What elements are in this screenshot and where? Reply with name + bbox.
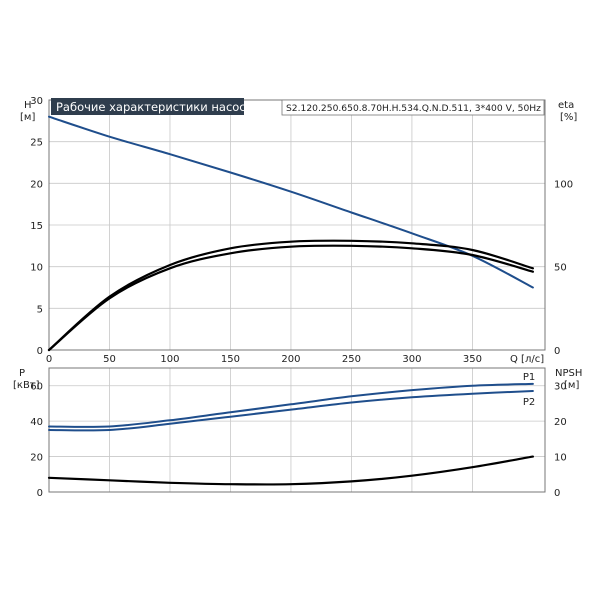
x-tick-label: 350 <box>463 354 482 365</box>
x-axis-label: Q [л/с] <box>510 354 544 365</box>
top-left-tick-label: 15 <box>30 221 43 232</box>
series-line-p1 <box>48 382 534 428</box>
series-line-p2 <box>48 390 534 432</box>
top-left-axis-label: H <box>24 100 32 111</box>
model-label-box <box>281 99 545 116</box>
bottom-left-tick-label: 0 <box>37 488 43 499</box>
bottom-panel: 0 20 40 60 0 10 20 30 P1 P2 P [кВт] NPSH [м] <box>13 367 582 499</box>
top-left-axis-unit: [м] <box>20 112 35 123</box>
x-tick-label: 200 <box>281 354 300 365</box>
series-label-p2: P2 <box>523 397 535 408</box>
top-right-tick-label: 50 <box>554 263 567 274</box>
top-panel: 0 5 10 15 20 25 30 0 50 100 0 50 100 150 200 250 300 35… <box>20 96 577 365</box>
series-line-0 <box>48 115 534 289</box>
top-series <box>47 115 534 352</box>
x-tick-label: 300 <box>402 354 421 365</box>
bottom-right-tick-label: 0 <box>554 488 560 499</box>
top-left-tick-label: 25 <box>30 138 43 149</box>
x-tick-label: 50 <box>103 354 116 365</box>
series-line-1 <box>47 239 534 352</box>
top-right-axis-unit: [%] <box>560 112 577 123</box>
bottom-right-tick-label: 30 <box>554 382 567 393</box>
bottom-left-tick-label: 20 <box>30 453 43 464</box>
top-left-tick-label: 5 <box>37 304 43 315</box>
bottom-right-axis-label: NPSH <box>555 368 582 379</box>
top-right-axis-label: eta <box>558 100 574 111</box>
top-left-tick-label: 30 <box>30 96 43 107</box>
x-axis-ticks: 0 50 100 150 200 250 300 350 <box>46 354 482 365</box>
bottom-right-tick-label: 10 <box>554 453 567 464</box>
bottom-right-axis-unit: [м] <box>564 380 579 391</box>
top-left-tick-label: 10 <box>30 263 43 274</box>
top-right-ticks: 0 50 100 <box>554 179 573 357</box>
top-left-tick-label: 20 <box>30 179 43 190</box>
top-left-tick-label: 0 <box>37 346 43 357</box>
top-left-ticks: 0 5 10 15 20 25 30 <box>30 96 43 357</box>
bottom-series: P1 P2 <box>47 372 535 486</box>
x-tick-label: 100 <box>160 354 179 365</box>
bottom-left-axis-unit: [кВт] <box>13 380 40 391</box>
chart-title-box <box>51 98 244 115</box>
x-tick-label: 250 <box>342 354 361 365</box>
series-label-p1: P1 <box>523 372 535 383</box>
bottom-left-tick-label: 60 <box>30 382 43 393</box>
x-tick-label: 150 <box>221 354 240 365</box>
series-line-2 <box>47 244 534 352</box>
bottom-left-axis-label: P <box>19 368 25 379</box>
model-label: S2.120.250.650.8.70H.H.534.Q.N.D.511, 3*… <box>286 104 541 114</box>
bottom-left-tick-label: 40 <box>30 417 43 428</box>
bottom-right-ticks: 0 10 20 30 <box>554 382 567 499</box>
x-tick-label: 0 <box>46 354 52 365</box>
top-right-tick-label: 100 <box>554 179 573 190</box>
chart-title: Рабочие характеристики насоса <box>56 100 253 114</box>
bottom-right-tick-label: 20 <box>554 417 567 428</box>
bottom-left-ticks: 0 20 40 60 <box>30 382 43 499</box>
top-grid <box>48 99 545 351</box>
series-line-2 <box>47 455 534 486</box>
top-right-tick-label: 0 <box>554 346 560 357</box>
